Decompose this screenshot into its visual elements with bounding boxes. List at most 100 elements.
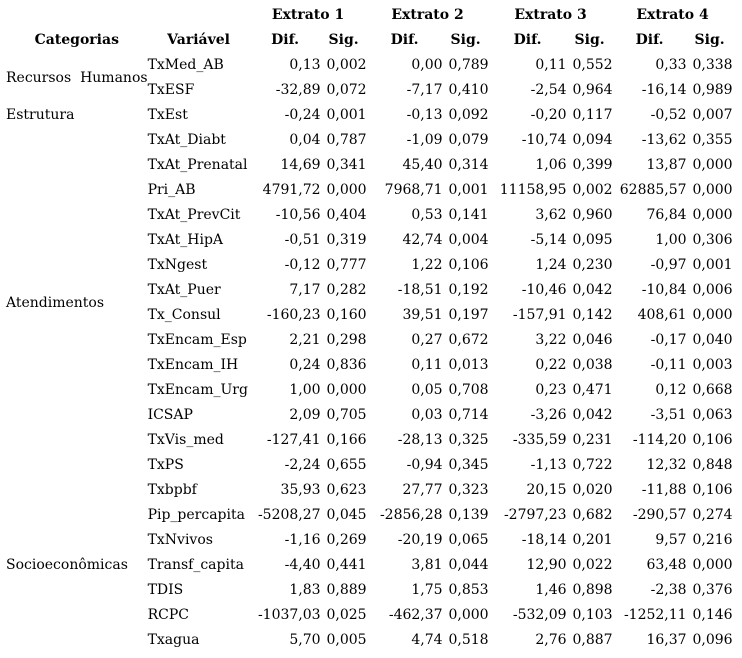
- sig-cell: 0,038: [572, 357, 613, 373]
- table-row: TxPS -2,24 0,655 -0,94 0,345 -1,13 0,722 12,32 0…: [6, 453, 733, 478]
- dif-cell: 3,81: [411, 557, 443, 573]
- dif-cell: -1252,11: [623, 607, 687, 623]
- table-row: TxAt_PrevCit -10,56 0,404 0,53 0,141 3,62 0,96…: [6, 203, 733, 228]
- sig-cell: 0,139: [448, 507, 489, 523]
- dif-cell: -10,56: [275, 207, 321, 223]
- variable-cell: TxPS: [147, 457, 184, 473]
- sig-cell: 0,072: [326, 82, 367, 98]
- dif-cell: -0,24: [284, 107, 321, 123]
- sig-cell: 0,319: [326, 232, 367, 248]
- variable-cell: Txbpbf: [147, 482, 197, 498]
- dif-cell: -5,14: [530, 232, 567, 248]
- dif-cell: 20,15: [526, 482, 567, 498]
- dif-cell: -114,20: [632, 432, 687, 448]
- table-row: Tx_Consul -160,23 0,160 39,51 0,197 -157,91 0,…: [6, 303, 733, 328]
- sig-cell: 0,013: [448, 357, 489, 373]
- sig-cell: 0,042: [572, 407, 613, 423]
- sig-cell: 0,117: [572, 107, 613, 123]
- dif-header-2: Dif.: [390, 32, 419, 48]
- sig-cell: 0,789: [448, 57, 489, 73]
- sig-cell: 0,063: [692, 407, 733, 423]
- dif-cell: 0,53: [411, 207, 443, 223]
- sig-cell: 0,410: [448, 82, 489, 98]
- dif-cell: -160,23: [266, 307, 321, 323]
- sig-cell: 0,722: [572, 457, 613, 473]
- table-row: Transf_capita -4,40 0,441 3,81 0,044 12,90 0,0…: [6, 553, 733, 578]
- dif-cell: 0,27: [411, 332, 443, 348]
- dif-cell: -532,09: [512, 607, 567, 623]
- dif-cell: 3,62: [535, 207, 567, 223]
- variable-cell: TxVis_med: [147, 432, 224, 448]
- sig-cell: 0,000: [692, 157, 733, 173]
- dif-cell: -0,20: [530, 107, 567, 123]
- dif-cell: 76,84: [646, 207, 687, 223]
- sig-cell: 0,003: [692, 357, 733, 373]
- dif-cell: -1,16: [284, 532, 321, 548]
- dif-cell: -10,74: [521, 132, 567, 148]
- variable-cell: TxAt_Prenatal: [147, 157, 248, 173]
- extrato-header-row: Extrato 1 Extrato 2 Extrato 3 Extrato 4: [6, 1, 733, 28]
- category-cell: Atendimentos: [6, 294, 105, 311]
- dif-cell: 0,11: [535, 57, 567, 73]
- dif-cell: -3,26: [530, 407, 567, 423]
- variable-cell: TxAt_Puer: [147, 282, 221, 298]
- dif-cell: 1,83: [289, 582, 321, 598]
- sig-cell: 0,006: [692, 282, 733, 298]
- dif-cell: 45,40: [402, 157, 443, 173]
- sig-cell: 0,298: [326, 332, 367, 348]
- dif-cell: 4791,72: [262, 182, 321, 198]
- dif-cell: 62885,57: [619, 182, 687, 198]
- dif-cell: 0,33: [655, 57, 687, 73]
- variavel-header: Variável: [167, 32, 230, 48]
- sig-cell: 0,005: [326, 632, 367, 648]
- dif-cell: -7,17: [406, 82, 443, 98]
- dif-cell: 16,37: [646, 632, 687, 648]
- dif-cell: -0,11: [650, 357, 687, 373]
- sig-cell: 0,325: [448, 432, 489, 448]
- sig-cell: 0,399: [572, 157, 613, 173]
- sig-cell: 0,518: [448, 632, 489, 648]
- sig-cell: 0,231: [572, 432, 613, 448]
- sig-cell: 0,705: [326, 407, 367, 423]
- sig-cell: 0,000: [692, 307, 733, 323]
- sig-cell: 0,095: [572, 232, 613, 248]
- table-row: TxESF -32,89 0,072 -7,17 0,410 -2,54 0,964 -16,…: [6, 78, 733, 103]
- sig-cell: 0,345: [448, 457, 489, 473]
- dif-cell: -0,13: [406, 107, 443, 123]
- dif-cell: 1,06: [535, 157, 567, 173]
- sig-cell: 0,106: [692, 482, 733, 498]
- sig-header-4: Sig.: [694, 32, 725, 48]
- dif-cell: -13,62: [641, 132, 687, 148]
- variable-cell: TxAt_PrevCit: [147, 207, 241, 223]
- table-row: Socioeconômicas Txbpbf 35,93 0,623 27,77 0,32…: [6, 478, 733, 573]
- table-body: Recursos Humanos TxMed_AB 0,13 0,002 0,00 0,7…: [6, 53, 733, 653]
- dif-cell: -18,14: [521, 532, 567, 548]
- dif-cell: -28,13: [397, 432, 443, 448]
- table-row: TxNgest -0,12 0,777 1,22 0,106 1,24 0,230 -0,97…: [6, 253, 733, 278]
- dif-cell: -2,24: [284, 457, 321, 473]
- table-row: TxAt_HipA -0,51 0,319 42,74 0,004 -5,14 0,095 1…: [6, 228, 733, 253]
- variable-cell: TxEst: [147, 107, 188, 123]
- dif-cell: -335,59: [512, 432, 567, 448]
- column-header-row: Categorias Variável Dif. Sig. Dif. Sig. …: [6, 28, 733, 53]
- dif-cell: 35,93: [280, 482, 321, 498]
- sig-cell: 0,201: [572, 532, 613, 548]
- dif-cell: -0,12: [284, 257, 321, 273]
- dif-cell: 0,05: [411, 382, 443, 398]
- dif-cell: -10,46: [521, 282, 567, 298]
- sig-cell: 0,848: [692, 457, 733, 473]
- sig-cell: 0,230: [572, 257, 613, 273]
- dif-cell: 1,22: [411, 257, 443, 273]
- dif-cell: 1,75: [411, 582, 443, 598]
- sig-cell: 0,042: [572, 282, 613, 298]
- dif-cell: 13,87: [646, 157, 687, 173]
- sig-cell: 0,682: [572, 507, 613, 523]
- dif-cell: 12,32: [646, 457, 687, 473]
- table-row: Pip_percapita -5208,27 0,045 -2856,28 0,139-…: [6, 503, 733, 528]
- dif-cell: 12,90: [526, 557, 567, 573]
- variable-cell: RCPC: [147, 607, 189, 623]
- variable-cell: TDIS: [147, 582, 184, 598]
- dif-cell: -32,89: [275, 82, 321, 98]
- sig-cell: 0,106: [692, 432, 733, 448]
- table-row: TxAt_Prenatal 14,69 0,341 45,40 0,314 1,06 0,3…: [6, 153, 733, 178]
